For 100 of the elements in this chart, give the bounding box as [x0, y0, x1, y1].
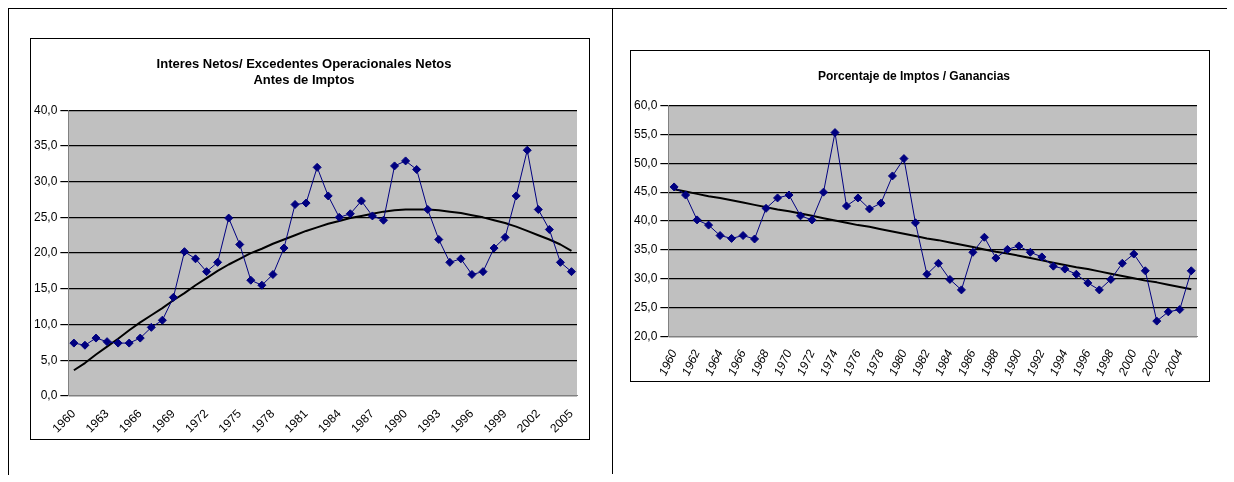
y-tick-label: 30,0: [634, 271, 658, 286]
point: [1071, 269, 1081, 279]
point: [555, 257, 565, 267]
point: [511, 191, 521, 201]
point: [968, 247, 978, 257]
point: [1037, 252, 1047, 262]
point: [853, 193, 863, 203]
y-tick-label: 60,0: [634, 97, 658, 112]
x-tick-label: 1992: [1023, 347, 1048, 378]
point: [819, 187, 828, 197]
x-tick-label: 1990: [1000, 347, 1025, 378]
point: [334, 212, 344, 222]
point: [135, 333, 145, 343]
point: [807, 215, 817, 225]
point: [933, 258, 943, 268]
point: [922, 269, 932, 279]
point: [1106, 274, 1116, 284]
point: [784, 190, 794, 200]
point: [692, 215, 702, 225]
x-tick-label: 1998: [1092, 347, 1117, 378]
point: [257, 280, 267, 290]
point: [761, 203, 771, 213]
point: [1014, 241, 1024, 251]
point: [991, 253, 1001, 263]
point: [1186, 266, 1196, 276]
point: [168, 292, 178, 302]
point: [1129, 249, 1139, 259]
x-tick-label: 1964: [701, 347, 726, 378]
y-tick-label: 35,0: [634, 242, 658, 257]
point: [669, 182, 679, 192]
y-tick-label: 35,0: [34, 138, 58, 153]
point: [113, 338, 123, 348]
point: [478, 267, 488, 277]
x-tick-label: 1982: [908, 347, 933, 378]
x-tick-label: 1962: [678, 347, 703, 378]
point: [1117, 258, 1127, 268]
point: [367, 211, 377, 221]
point: [773, 193, 783, 203]
point: [489, 243, 499, 253]
point: [390, 161, 400, 171]
point: [899, 154, 909, 164]
x-tick-label: 1976: [839, 347, 864, 378]
x-tick-label: 1994: [1046, 347, 1071, 378]
point: [738, 231, 748, 241]
point: [290, 200, 300, 209]
y-tick-label: 40,0: [34, 102, 58, 117]
x-tick-label: 1972: [793, 347, 818, 378]
point: [1060, 264, 1070, 274]
y-tick-label: 40,0: [634, 213, 658, 228]
x-tick-label: 2000: [1115, 347, 1140, 379]
x-tick-label: 1970: [770, 347, 795, 378]
point: [1152, 316, 1162, 326]
x-tick-label: 1986: [954, 347, 979, 378]
point: [1025, 247, 1035, 257]
point: [213, 257, 223, 267]
point: [796, 211, 806, 221]
point: [467, 270, 477, 279]
point: [1175, 305, 1185, 315]
point: [179, 247, 189, 257]
point: [727, 233, 737, 243]
y-tick-label: 0,0: [40, 388, 58, 403]
y-tick-label: 5,0: [40, 352, 58, 367]
y-tick-label: 20,0: [634, 329, 658, 344]
point: [423, 205, 433, 214]
point: [533, 205, 543, 214]
point: [956, 285, 966, 295]
point: [715, 231, 725, 241]
y-tick-label: 20,0: [34, 245, 58, 260]
point: [345, 209, 355, 219]
point: [412, 164, 422, 174]
point: [312, 162, 322, 172]
y-tick-label: 30,0: [34, 173, 58, 188]
y-tick-label: 25,0: [634, 300, 658, 315]
point: [500, 232, 510, 242]
point: [864, 204, 874, 214]
chart-title: Porcentaje de Imptos / Ganancias: [817, 68, 1011, 83]
x-tick-label: 1980: [885, 347, 910, 378]
point: [456, 254, 466, 264]
point: [681, 190, 691, 200]
point: [566, 267, 576, 277]
point: [80, 340, 90, 350]
point: [1163, 307, 1173, 317]
y-tick-label: 50,0: [634, 155, 658, 170]
point: [224, 213, 234, 223]
point: [102, 337, 112, 347]
x-tick-label: 1996: [1069, 347, 1094, 378]
point: [979, 232, 989, 242]
x-tick-label: 1974: [816, 347, 841, 378]
x-tick-label: 2004: [1161, 347, 1186, 379]
point: [841, 201, 851, 211]
point: [356, 196, 366, 206]
point: [202, 267, 212, 277]
point: [235, 240, 245, 249]
point: [1083, 278, 1093, 288]
x-tick-label: 1978: [862, 347, 887, 378]
point: [830, 128, 840, 138]
point: [268, 270, 278, 279]
point: [434, 235, 444, 244]
point: [445, 257, 455, 267]
point: [945, 274, 955, 284]
